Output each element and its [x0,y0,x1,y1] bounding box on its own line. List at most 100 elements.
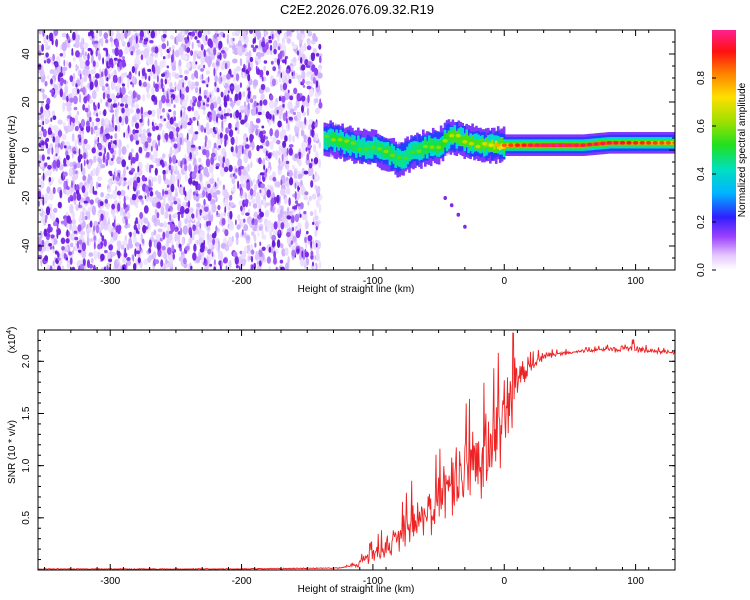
noise-blob [315,53,320,57]
noise-blob [259,208,262,213]
noise-blob [216,115,218,124]
noise-speck [157,174,162,185]
noise-blob [221,120,224,129]
noise-blob [199,86,202,95]
signal-cell [361,146,364,152]
noise-speck [75,65,80,70]
signal-cell [333,134,336,153]
noise-speck [318,203,322,214]
noise-blob [273,256,277,265]
noise-blob [50,117,53,122]
noise-speck [38,30,42,35]
noise-blob [154,46,159,54]
noise-blob [147,136,152,144]
noise-blob [258,260,262,267]
noise-blob [136,94,141,101]
noise-speck [216,180,222,186]
noise-speck [158,222,164,227]
noise-blob [124,103,129,109]
noise-speck [205,122,210,131]
noise-blob [268,35,272,40]
noise-blob [184,190,187,197]
noise-speck [38,134,42,140]
noise-blob [135,227,138,234]
noise-speck [157,44,163,53]
noise-speck [235,30,241,35]
noise-blob [180,109,183,118]
signal-cell [368,142,372,148]
noise-speck [71,250,74,255]
noise-blob [200,124,204,133]
noise-speck [137,162,143,167]
noise-blob [118,116,122,123]
noise-speck [81,49,85,56]
noise-blob [201,80,206,84]
noise-speck [216,99,220,105]
signal-cell [380,150,384,156]
noise-blob [243,119,247,123]
signal-node [573,143,580,147]
noise-blob [318,101,323,109]
noise-blob [224,138,227,148]
noise-blob [60,220,66,224]
noise-blob [178,244,182,248]
noise-blob [243,218,246,223]
noise-blob [213,266,216,270]
noise-blob [183,257,187,265]
noise-blob [135,67,137,75]
noise-blob [222,184,226,190]
noise-blob [230,136,235,146]
noise-speck [178,185,181,193]
noise-blob [211,251,214,257]
noise-speck [314,184,318,191]
noise-speck [284,247,289,256]
noise-speck [278,113,282,120]
noise-speck [292,61,296,67]
noise-speck [318,53,323,58]
noise-blob [168,213,172,222]
noise-blob [95,49,98,57]
noise-blob [83,152,87,160]
noise-blob [221,50,225,54]
noise-speck [272,150,276,158]
noise-blob [282,50,285,57]
noise-speck [100,98,103,104]
noise-speck [149,154,154,160]
noise-blob [222,156,226,164]
signal-cell [451,130,455,136]
noise-blob [76,125,79,131]
noise-blob [192,252,197,261]
noise-speck [71,87,77,97]
noise-blob [203,198,206,206]
noise-blob [78,154,83,160]
noise-speck [186,194,192,202]
noise-blob [149,166,152,174]
noise-blob [133,263,137,270]
noise-speck [219,167,225,177]
noise-blob [103,32,109,40]
noise-blob [184,38,189,44]
noise-blob [272,66,277,72]
noise-blob [137,165,140,173]
noise-speck [287,122,290,130]
noise-blob [42,172,45,181]
noise-blob [303,170,309,175]
noise-speck [236,224,241,230]
noise-speck [169,35,175,40]
noise-speck [167,262,174,268]
noise-blob [190,265,193,270]
noise-blob [249,56,254,63]
signal-cell [402,156,405,163]
noise-speck [224,245,230,252]
noise-blob [59,53,63,57]
signal-node [659,141,665,145]
noise-blob [81,242,86,252]
noise-blob [92,60,96,67]
signal-cell [370,142,374,148]
x-tick-label: 100 [627,276,644,287]
noise-blob [281,154,284,162]
noise-blob [97,183,102,188]
noise-speck [129,108,134,114]
noise-speck [110,41,114,48]
signal-cell [416,145,419,151]
